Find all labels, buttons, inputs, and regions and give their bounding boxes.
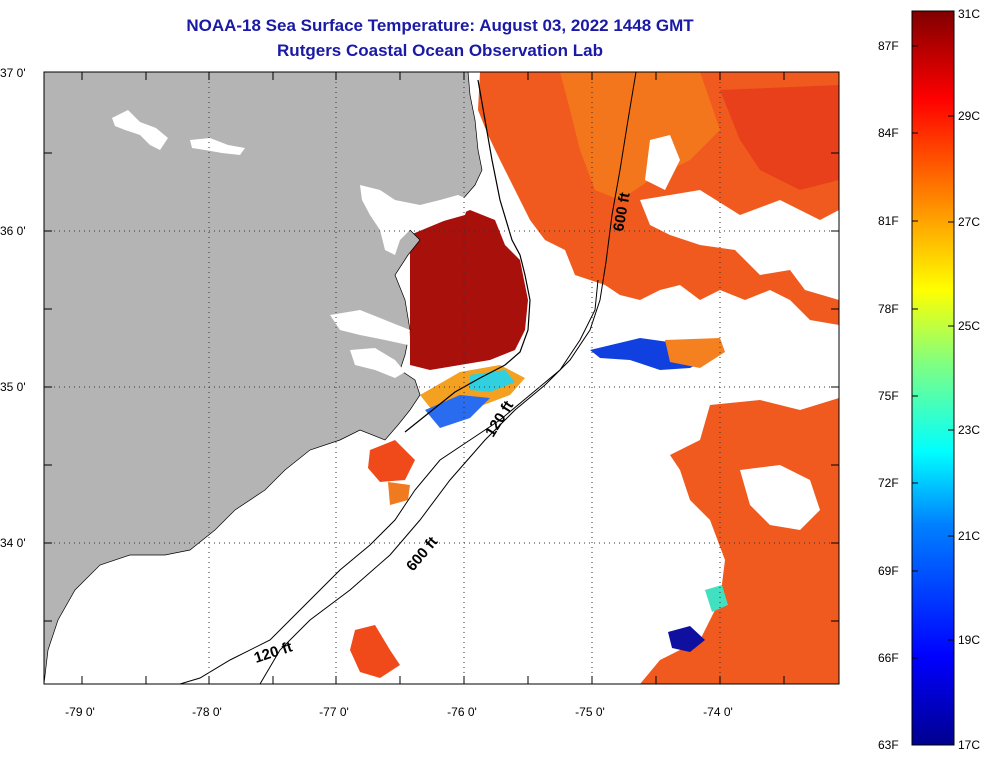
water-pamlico-river (330, 310, 410, 345)
sst-cold-se (668, 626, 705, 652)
lat-label: 36 0' (0, 224, 26, 238)
sst-warm-offshore-2 (560, 72, 720, 200)
graticule (44, 72, 839, 684)
map-subtitle: Rutgers Coastal Ocean Observation Lab (277, 41, 603, 60)
sst-cyan-se (705, 585, 728, 612)
longitude-labels: -79 0' -78 0' -77 0' -76 0' -75 0' -74 0… (65, 705, 733, 719)
sst-warm-southeast (640, 398, 839, 684)
map-title: NOAA-18 Sea Surface Temperature: August … (186, 16, 694, 35)
outer-banks (404, 79, 531, 433)
lon-label: -76 0' (447, 705, 477, 719)
cb-c-label: 19C (958, 633, 980, 647)
colorbar-celsius-labels: 31C 29C 27C 25C 23C 21C 19C 17C (958, 7, 980, 752)
lon-label: -77 0' (319, 705, 349, 719)
cb-f-label: 66F (878, 651, 899, 665)
cloud-gap-2 (645, 135, 680, 190)
water-neuse (350, 348, 405, 378)
sst-patch-sw3 (350, 625, 400, 678)
cb-c-label: 21C (958, 529, 980, 543)
cloud-gap-se (740, 465, 820, 530)
cb-c-label: 27C (958, 215, 980, 229)
lon-label: -78 0' (192, 705, 222, 719)
sst-patch-sw2 (388, 482, 410, 505)
cb-c-label: 25C (958, 319, 980, 333)
sst-pamlico-sound (410, 210, 528, 370)
isobath-600ft (259, 72, 637, 684)
land-north-carolina (44, 72, 483, 684)
cb-c-label: 23C (958, 423, 980, 437)
colorbar (911, 10, 955, 746)
cb-c-label: 17C (958, 738, 980, 752)
water-kerr-lake (112, 110, 168, 150)
cb-f-label: 81F (878, 214, 899, 228)
cb-f-label: 78F (878, 302, 899, 316)
lat-label: 35 0' (0, 380, 26, 394)
latitude-labels: 37 0' 36 0' 35 0' 34 0' (0, 66, 26, 550)
isobath-label-600ft: 600 ft (610, 191, 634, 233)
lat-label: 37 0' (0, 66, 26, 80)
cb-c-label: 29C (958, 109, 980, 123)
map-body (44, 72, 839, 684)
sst-cyan-patch (470, 370, 515, 392)
cb-f-label: 75F (878, 389, 899, 403)
colorbar-ticks (912, 45, 954, 659)
sst-orange-streak (665, 338, 725, 368)
lon-label: -74 0' (703, 705, 733, 719)
cloud-gap (640, 190, 839, 300)
cb-f-label: 72F (878, 476, 899, 490)
lon-label: -75 0' (575, 705, 605, 719)
water-gaston-lake (190, 138, 245, 155)
map-frame (43, 71, 840, 685)
axis-ticks (44, 72, 839, 684)
sst-hot-band (720, 85, 839, 190)
colorbar-fahrenheit-labels: 87F 84F 81F 78F 75F 72F 69F 66F 63F (878, 39, 899, 752)
isobath-120ft (179, 279, 599, 684)
water-albemarle (360, 185, 470, 255)
lat-label: 34 0' (0, 536, 26, 550)
lon-label: -79 0' (65, 705, 95, 719)
cb-f-label: 69F (878, 564, 899, 578)
sst-patch-sw1 (368, 440, 415, 482)
cb-f-label: 84F (878, 126, 899, 140)
cb-f-label: 87F (878, 39, 899, 53)
cb-f-label: 63F (878, 738, 899, 752)
cb-c-label: 31C (958, 7, 980, 21)
